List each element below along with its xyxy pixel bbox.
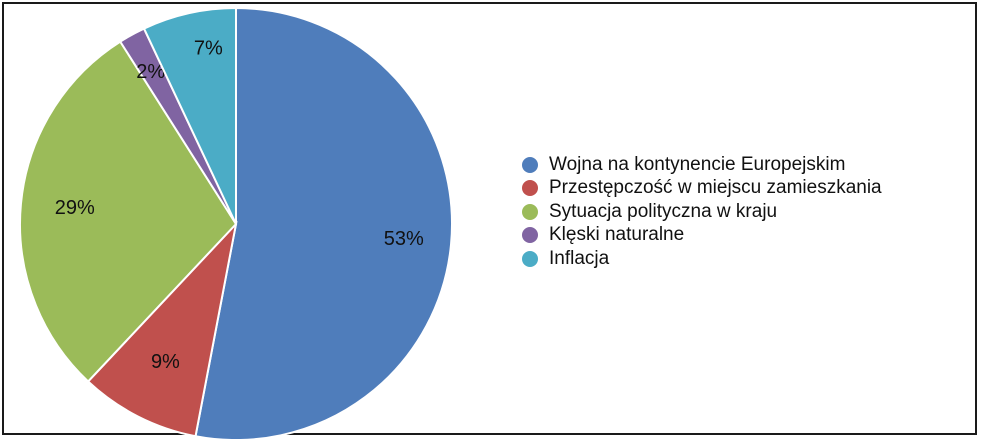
legend-item-war: Wojna na kontynencie Europejskim — [522, 153, 977, 177]
data-label-crime: 9% — [151, 351, 180, 373]
data-label-disasters: 2% — [136, 61, 165, 83]
data-label-politics: 29% — [55, 197, 95, 219]
chart-legend: Wojna na kontynencie Europejskim Przestę… — [522, 153, 977, 271]
legend-marker-inflation — [522, 250, 538, 267]
legend-label-disasters: Klęski naturalne — [549, 224, 685, 246]
data-label-war: 53% — [384, 228, 424, 250]
legend-item-disasters: Klęski naturalne — [522, 224, 977, 248]
pie-slice-war — [194, 6, 453, 439]
data-label-inflation: 7% — [194, 38, 223, 60]
legend-label-war: Wojna na kontynencie Europejskim — [549, 153, 846, 175]
legend-marker-disasters — [522, 227, 538, 244]
legend-item-inflation: Inflacja — [522, 247, 977, 271]
pie-slice-inflation — [142, 6, 237, 225]
legend-label-crime: Przestępczość w miejscu zamieszkania — [549, 177, 882, 199]
legend-item-politics: Sytuacja polityczna w kraju — [522, 200, 977, 224]
pie-slice-politics — [19, 40, 238, 383]
legend-marker-politics — [522, 203, 538, 220]
legend-label-inflation: Inflacja — [549, 247, 610, 269]
pie-slice-crime — [86, 220, 238, 438]
legend-marker-crime — [522, 180, 538, 197]
legend-marker-war — [522, 156, 538, 173]
legend-item-crime: Przestępczość w miejscu zamieszkania — [522, 177, 977, 201]
legend-label-politics: Sytuacja polityczna w kraju — [549, 200, 778, 222]
